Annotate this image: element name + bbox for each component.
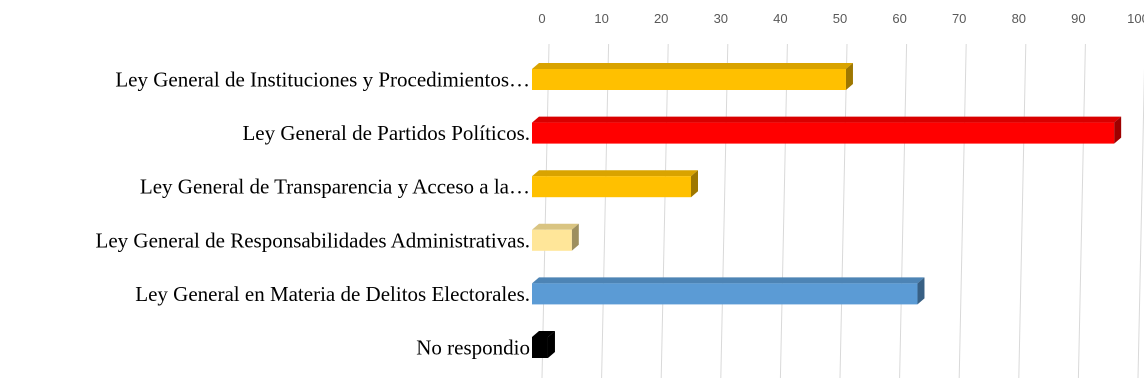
bar-front-face: [532, 337, 548, 358]
category-labels: Ley General de Instituciones y Procedimi…: [96, 68, 530, 360]
bar: [532, 116, 1122, 144]
bar-top-face: [532, 223, 579, 230]
bar: [532, 223, 579, 251]
bar-top-face: [532, 277, 925, 284]
gridline: [779, 43, 788, 379]
x-tick-label: 60: [892, 11, 906, 26]
x-tick-label: 100: [1127, 11, 1144, 26]
grid-layer: [541, 43, 1144, 379]
category-label: Ley General de Partidos Políticos.: [242, 121, 530, 145]
x-tick-label: 30: [714, 11, 728, 26]
bar-side-face: [1114, 116, 1122, 144]
gridline: [958, 43, 967, 379]
gridline: [720, 43, 729, 379]
bar-front-face: [532, 229, 572, 251]
x-tick-label: 10: [594, 11, 608, 26]
bar-side-face: [691, 170, 698, 198]
bar: [532, 331, 555, 358]
x-tick-label: 0: [538, 11, 545, 26]
x-tick-label: 20: [654, 11, 668, 26]
bar: [532, 277, 925, 305]
gridline: [1137, 67, 1144, 379]
bar-top-face: [532, 116, 1122, 123]
gridline: [601, 43, 610, 379]
bar-front-face: [532, 122, 1115, 144]
category-label: Ley General de Transparencia y Acceso a …: [140, 175, 530, 199]
x-tick-label: 80: [1012, 11, 1026, 26]
bar-front-face: [532, 69, 846, 90]
category-label: Ley General de Responsabilidades Adminis…: [96, 228, 530, 252]
gridline: [899, 43, 908, 379]
gridline: [1077, 43, 1086, 379]
gridline: [541, 43, 550, 379]
gridline: [660, 43, 669, 379]
bar-front-face: [532, 176, 691, 198]
x-tick-label: 70: [952, 11, 966, 26]
bar-top-face: [532, 63, 853, 69]
bar: [532, 170, 698, 198]
gridline: [839, 43, 848, 379]
x-tick-label: 50: [833, 11, 847, 26]
bar-front-face: [532, 283, 918, 305]
x-tick-label: 40: [773, 11, 787, 26]
bar-side-face: [845, 63, 853, 90]
bars: [532, 63, 1122, 358]
bar-side-face: [571, 223, 579, 251]
category-label: No respondio: [416, 336, 530, 360]
x-tick-label: 90: [1071, 11, 1085, 26]
category-label: Ley General de Instituciones y Procedimi…: [115, 68, 530, 92]
category-label: Ley General en Materia de Delitos Electo…: [135, 282, 530, 306]
gridline: [1018, 43, 1027, 379]
bar-side-face: [547, 331, 555, 358]
bar-top-face: [532, 331, 555, 337]
bar-side-face: [917, 277, 925, 305]
bar-top-face: [532, 170, 698, 177]
x-axis-ticks: 0 10 20 30 40 50 60 70 80 90 100: [538, 11, 1144, 26]
bar: [532, 63, 853, 90]
